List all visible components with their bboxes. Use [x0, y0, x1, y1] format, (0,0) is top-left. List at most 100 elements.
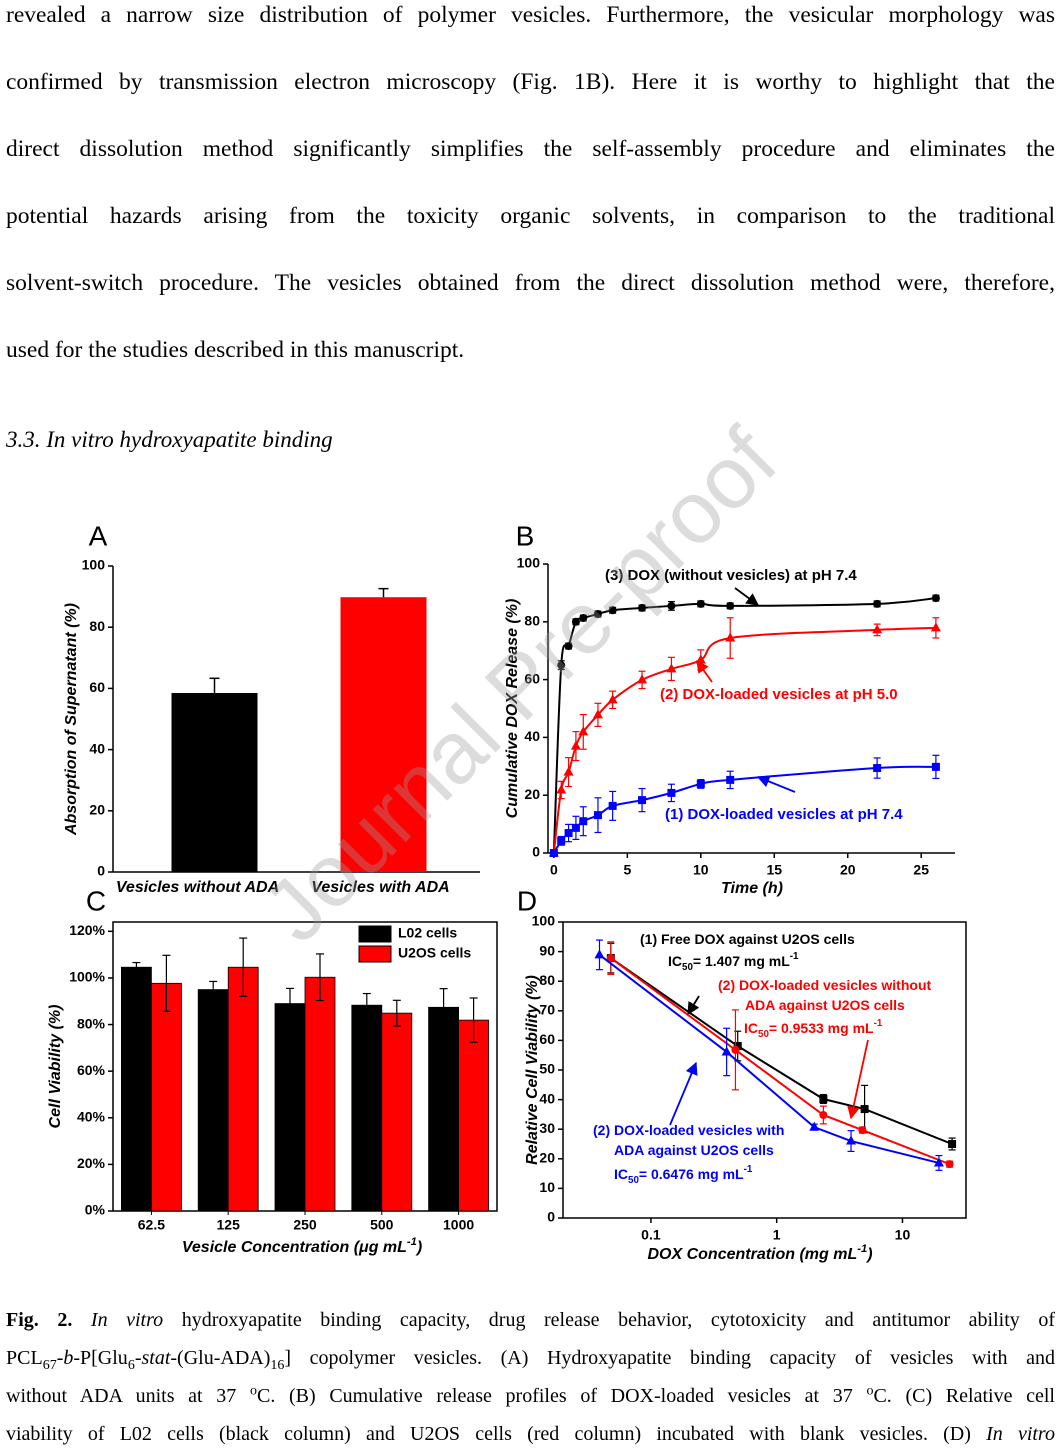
y-tick-label: 50: [539, 1061, 555, 1077]
data-point: [666, 663, 677, 673]
bar: [458, 1019, 490, 1212]
series-annotation: IC50= 0.9533 mg mL-1: [744, 1018, 883, 1040]
y-tick-label: 100: [532, 913, 556, 929]
caption-line: viability of L02 cells (black column) an…: [6, 1420, 1055, 1448]
text-run: o: [866, 1383, 874, 1399]
series-annotation: ADA against U2OS cells: [745, 997, 905, 1013]
series-annotation: (3) DOX (without vesicles) at pH 7.4: [605, 567, 857, 584]
data-point: [606, 954, 615, 963]
bar: [197, 989, 229, 1212]
text-run: -1: [744, 1164, 753, 1175]
series-annotation: (1) Free DOX against U2OS cells: [640, 931, 855, 947]
series-annotation: (1) DOX-loaded vesicles at pH 7.4: [665, 806, 903, 823]
legend-swatch: [358, 925, 392, 943]
data-point: [819, 1095, 828, 1104]
data-point: [607, 694, 618, 704]
y-tick-label: 80%: [77, 1015, 106, 1031]
text-run: ADA against U2OS cells: [745, 997, 905, 1013]
series-annotation: (2) DOX-loaded vesicles at pH 5.0: [660, 686, 898, 703]
caption-line: Fig. 2. In vitro hydroxyapatite binding …: [6, 1306, 1055, 1334]
x-tick-label: 250: [293, 1217, 317, 1233]
y-tick-label: 40%: [77, 1108, 106, 1124]
text-run: ] copolymer vesicles. (A) Hydroxyapatite…: [284, 1347, 1055, 1369]
paragraph-line: direct dissolution method significantly …: [6, 136, 1055, 162]
text-run: 67: [42, 1358, 57, 1373]
data-point: [858, 1126, 867, 1135]
data-point: [721, 1046, 732, 1056]
x-tick-label: 15: [766, 862, 782, 878]
annotation-arrow: [847, 1039, 869, 1120]
text-run: Fig. 2.: [6, 1309, 91, 1331]
text-run: 16: [270, 1358, 285, 1373]
data-point: [637, 674, 648, 684]
y-axis-label: Absorption of Supernatant (%): [63, 603, 80, 836]
data-point: [557, 836, 566, 845]
bar: [121, 966, 152, 1212]
text-run: 50: [682, 962, 693, 973]
y-tick-label: 0: [97, 863, 105, 879]
series-annotation: (2) DOX-loaded vesicles with: [593, 1122, 784, 1138]
data-point: [571, 617, 580, 626]
y-axis-label: Cell Viability (%): [47, 1005, 64, 1129]
y-tick-label: 80: [524, 613, 540, 629]
text-run: In vitro: [90, 1309, 164, 1331]
data-point: [608, 801, 617, 810]
paragraph-line: revealed a narrow size distribution of p…: [6, 2, 1055, 28]
x-axis-label: Vesicle Concentration (μg mL-1): [182, 1236, 422, 1256]
y-tick-label: 120%: [69, 922, 105, 938]
data-point: [696, 599, 705, 608]
y-tick-label: 20%: [77, 1155, 106, 1171]
data-point: [873, 764, 882, 773]
text-run: IC: [614, 1166, 628, 1182]
data-point: [556, 784, 567, 794]
section-heading: 3.3. In vitro hydroxyapatite binding: [6, 427, 333, 452]
x-tick-label: 0: [550, 862, 558, 878]
data-point: [733, 1042, 742, 1051]
text-run: IC: [744, 1020, 758, 1036]
y-tick-label: 60: [539, 1031, 555, 1047]
paragraph-line: solvent-switch procedure. The vesicles o…: [6, 270, 1055, 296]
data-point: [667, 788, 676, 797]
data-point: [667, 601, 676, 610]
data-point: [731, 1045, 740, 1054]
x-tick-label: 10: [693, 862, 709, 878]
text-run: -: [56, 1347, 64, 1369]
text-run: C. (B) Cumulative release profiles of DO…: [256, 1385, 867, 1407]
text-run: (2) DOX-loaded vesicles without: [718, 977, 931, 993]
data-point: [872, 624, 883, 634]
data-point: [931, 762, 940, 771]
data-point: [948, 1140, 957, 1148]
y-tick-label: 100: [82, 557, 106, 573]
data-point: [860, 1105, 869, 1114]
data-point: [579, 614, 588, 623]
bar: [381, 1012, 413, 1212]
x-tick-label: 0.1: [641, 1227, 661, 1243]
data-point: [579, 817, 588, 826]
x-tick-label: 10: [895, 1227, 911, 1243]
data-point: [726, 775, 735, 784]
y-tick-label: 100: [517, 555, 541, 571]
x-tick-label: Vesicles without ADA: [116, 879, 279, 896]
annotation-arrow: [756, 775, 796, 793]
text-run: stat: [141, 1347, 171, 1369]
panel-label: C: [86, 885, 106, 916]
data-point: [593, 811, 602, 820]
y-tick-label: 20: [524, 786, 540, 802]
bar: [428, 1006, 460, 1212]
text-run: -(Glu-ADA): [170, 1347, 271, 1369]
text-run: 50: [758, 1029, 769, 1040]
text-run: -1: [790, 951, 799, 962]
data-point: [696, 779, 705, 788]
x-tick-label: 1000: [443, 1217, 474, 1233]
bar: [351, 1004, 383, 1212]
data-point: [846, 1135, 857, 1145]
bar: [340, 597, 427, 872]
text-run: 50: [628, 1175, 639, 1186]
data-point: [594, 949, 605, 959]
series-annotation: (2) DOX-loaded vesicles without: [718, 977, 931, 993]
x-tick-label: 5: [623, 862, 631, 878]
text-run: (2) DOX-loaded vesicles with: [593, 1122, 784, 1138]
annotation-arrow: [696, 659, 713, 683]
text-run: -P[Glu: [73, 1347, 128, 1369]
